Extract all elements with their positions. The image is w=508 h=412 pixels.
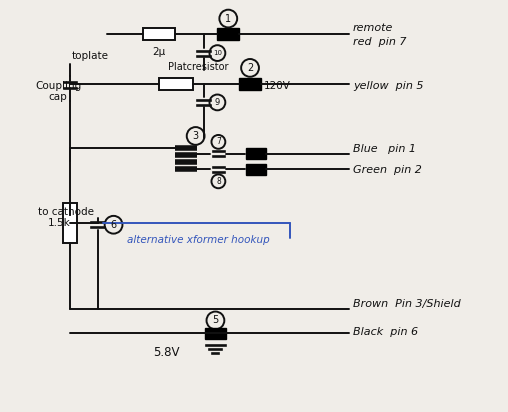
Bar [205,328,226,339]
Text: remote: remote [353,23,393,33]
Bar [239,78,261,89]
Text: 8: 8 [216,177,221,186]
Bar [246,148,266,159]
Text: red  pin 7: red pin 7 [353,37,406,47]
Text: to cathode: to cathode [39,207,94,217]
Text: Green  pin 2: Green pin 2 [353,166,422,176]
Text: 9: 9 [215,98,220,107]
Text: 1: 1 [225,14,231,23]
Text: 10: 10 [213,50,222,56]
Text: 7: 7 [216,137,221,146]
Bar [63,203,77,243]
Text: 3: 3 [193,131,199,141]
Text: cap: cap [48,92,67,103]
Text: toplate: toplate [72,51,109,61]
Text: Coupling: Coupling [36,81,82,91]
Text: 2μ: 2μ [152,47,166,57]
Text: 5: 5 [212,316,218,325]
Text: 5.8V: 5.8V [153,346,179,359]
Text: alternative xformer hookup: alternative xformer hookup [128,234,270,244]
Bar [143,28,175,40]
Text: 2: 2 [247,63,253,73]
Text: Brown  Pin 3/Shield: Brown Pin 3/Shield [353,299,461,309]
Text: 120V: 120V [264,81,291,91]
Bar [246,164,266,175]
Bar [159,78,193,89]
Text: yellow  pin 5: yellow pin 5 [353,81,423,91]
Text: Black  pin 6: Black pin 6 [353,327,418,337]
Text: Platcresistor: Platcresistor [168,62,229,72]
Text: 6: 6 [111,220,117,230]
Bar [217,28,239,40]
Text: 1.5k: 1.5k [48,218,71,228]
Text: Blue   pin 1: Blue pin 1 [353,144,416,154]
